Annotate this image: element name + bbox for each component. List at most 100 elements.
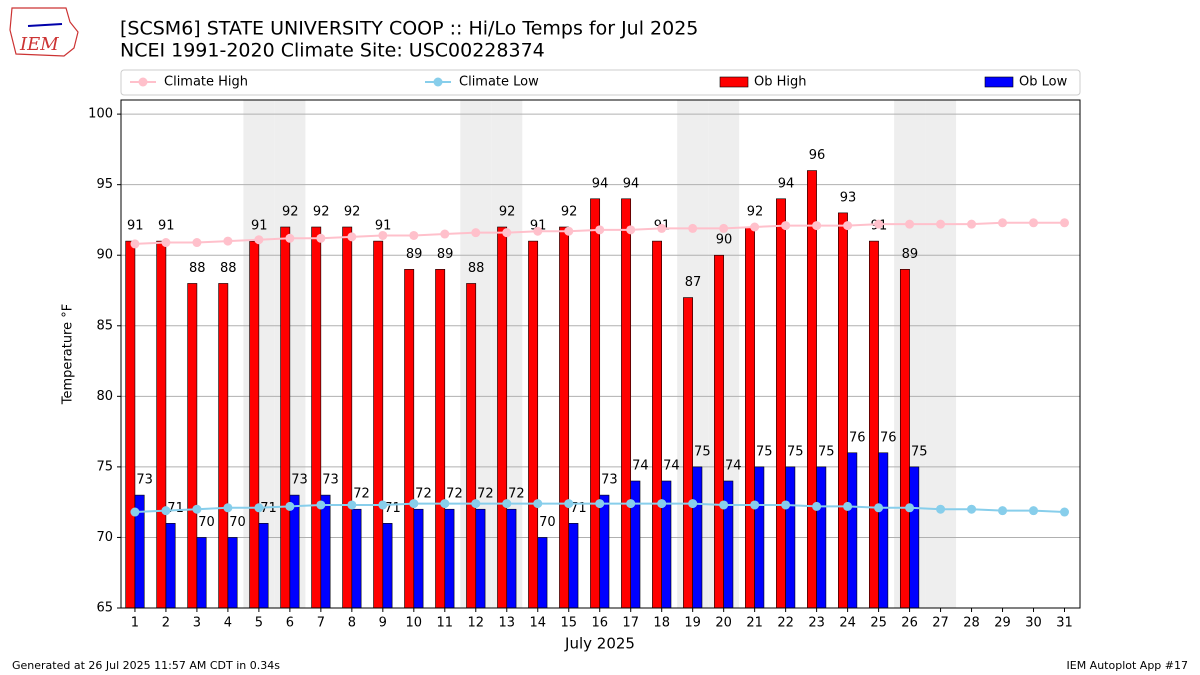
bar bbox=[497, 226, 508, 609]
legend-swatch bbox=[719, 76, 749, 88]
bar bbox=[280, 226, 291, 609]
bar bbox=[475, 508, 486, 609]
climate-point bbox=[254, 503, 264, 513]
x-tick-label: 23 bbox=[808, 616, 825, 631]
x-tick-label: 17 bbox=[622, 616, 639, 631]
climate-point bbox=[688, 499, 698, 509]
logo-text: IEM bbox=[19, 34, 59, 55]
bar bbox=[382, 523, 393, 609]
x-tick-label: 30 bbox=[1025, 616, 1042, 631]
chart-title: [SCSM6] STATE UNIVERSITY COOP :: Hi/Lo T… bbox=[120, 18, 698, 40]
bar-value-label: 75 bbox=[756, 444, 773, 459]
climate-point bbox=[223, 236, 233, 246]
bar bbox=[599, 494, 610, 609]
bar-value-label: 76 bbox=[880, 430, 897, 445]
y-tick-label: 65 bbox=[96, 601, 113, 616]
climate-point bbox=[874, 219, 884, 229]
climate-point bbox=[843, 221, 853, 231]
bar bbox=[692, 466, 703, 609]
y-tick-label: 90 bbox=[96, 248, 113, 263]
bar-value-label: 89 bbox=[437, 247, 454, 262]
y-tick-label: 85 bbox=[96, 318, 113, 333]
bar-value-label: 72 bbox=[353, 487, 370, 502]
y-axis-label: Temperature °F bbox=[61, 304, 76, 405]
x-tick-label: 21 bbox=[746, 616, 763, 631]
bar-value-label: 91 bbox=[251, 219, 268, 234]
legend-marker bbox=[433, 77, 443, 87]
footer-right: IEM Autoplot App #17 bbox=[1067, 659, 1189, 672]
bar bbox=[568, 523, 579, 609]
bar bbox=[847, 452, 858, 609]
climate-point bbox=[130, 239, 140, 249]
climate-point bbox=[378, 500, 388, 510]
climate-point bbox=[254, 235, 264, 245]
climate-point bbox=[192, 504, 202, 514]
bar bbox=[435, 269, 446, 609]
climate-point bbox=[750, 222, 760, 232]
bar bbox=[754, 466, 765, 609]
bar-value-label: 73 bbox=[322, 473, 339, 488]
climate-point bbox=[657, 499, 667, 509]
bar bbox=[125, 240, 136, 609]
climate-point bbox=[161, 238, 171, 248]
legend-marker bbox=[138, 77, 148, 87]
bar bbox=[838, 212, 848, 609]
climate-point bbox=[1029, 218, 1039, 228]
climate-point bbox=[750, 500, 760, 510]
x-tick-label: 10 bbox=[406, 616, 423, 631]
bar bbox=[320, 494, 331, 609]
legend-label: Climate Low bbox=[459, 75, 539, 90]
bar-value-label: 92 bbox=[313, 205, 330, 220]
bar bbox=[652, 240, 662, 609]
bar-value-label: 74 bbox=[725, 459, 742, 474]
bar bbox=[714, 254, 724, 609]
bar-value-label: 75 bbox=[911, 444, 928, 459]
x-tick-label: 7 bbox=[317, 616, 325, 631]
x-tick-label: 19 bbox=[684, 616, 701, 631]
x-tick-label: 26 bbox=[901, 616, 918, 631]
y-tick-label: 70 bbox=[96, 530, 113, 545]
bar bbox=[785, 466, 796, 609]
x-tick-label: 29 bbox=[994, 616, 1011, 631]
y-tick-label: 75 bbox=[96, 459, 113, 474]
logo-outline bbox=[9, 7, 79, 57]
climate-point bbox=[130, 507, 140, 517]
climate-point bbox=[471, 499, 481, 509]
x-tick-label: 9 bbox=[379, 616, 387, 631]
bar-value-label: 72 bbox=[508, 487, 525, 502]
climate-point bbox=[316, 500, 326, 510]
bar bbox=[466, 283, 477, 609]
bar-value-label: 74 bbox=[632, 459, 649, 474]
climate-point bbox=[595, 499, 605, 509]
bar-value-label: 72 bbox=[477, 487, 494, 502]
climate-point bbox=[719, 500, 729, 510]
bar-value-label: 70 bbox=[198, 515, 215, 530]
bar bbox=[878, 452, 889, 609]
climate-point bbox=[347, 232, 357, 242]
climate-point bbox=[936, 504, 946, 514]
bar bbox=[249, 240, 260, 609]
bar-value-label: 92 bbox=[747, 205, 764, 220]
bar bbox=[590, 198, 601, 609]
bar-value-label: 94 bbox=[623, 176, 640, 191]
bar-value-label: 94 bbox=[778, 176, 795, 191]
climate-point bbox=[409, 230, 419, 240]
climate-point bbox=[533, 499, 543, 509]
bar-value-label: 73 bbox=[601, 473, 618, 488]
legend-label: Climate High bbox=[164, 75, 248, 90]
x-tick-label: 4 bbox=[224, 616, 232, 631]
x-tick-label: 2 bbox=[162, 616, 170, 631]
bar-value-label: 92 bbox=[282, 205, 299, 220]
x-tick-label: 8 bbox=[348, 616, 356, 631]
x-tick-label: 5 bbox=[255, 616, 263, 631]
bar-value-label: 91 bbox=[158, 219, 175, 234]
climate-point bbox=[316, 233, 326, 243]
bar bbox=[444, 508, 455, 609]
climate-point bbox=[564, 499, 574, 509]
climate-point bbox=[161, 506, 171, 516]
x-tick-label: 31 bbox=[1056, 616, 1073, 631]
x-tick-label: 25 bbox=[870, 616, 887, 631]
x-tick-label: 28 bbox=[963, 616, 980, 631]
